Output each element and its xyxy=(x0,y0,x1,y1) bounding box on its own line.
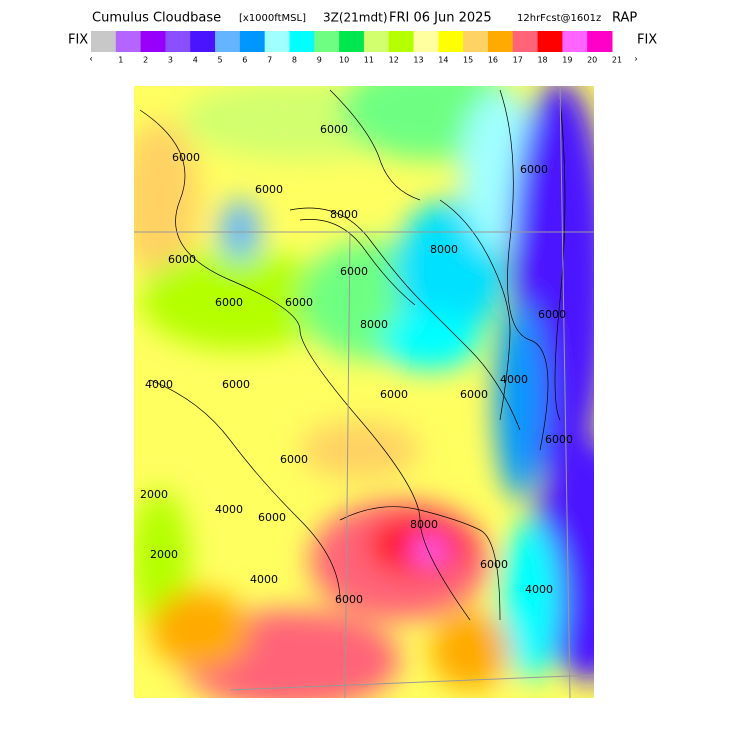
contour-label: 6000 xyxy=(545,433,573,446)
end-arrow: › xyxy=(634,55,638,65)
colorbar-tick: 20 xyxy=(587,56,597,65)
color-swatch xyxy=(314,31,340,52)
color-swatch xyxy=(264,31,290,52)
map: 6000 6000 6000 6000 8000 6000 8000 6000 … xyxy=(134,86,594,698)
fix-right: FIX xyxy=(637,33,657,48)
colorbar-tick: 14 xyxy=(438,56,448,65)
colorbar-tick: 18 xyxy=(537,56,547,65)
header: Cumulus Cloudbase [x1000ftMSL] 3Z(21mdt)… xyxy=(92,11,637,26)
colorbar-tick: 7 xyxy=(267,56,272,65)
valid-time: 3Z(21mdt) xyxy=(323,11,388,25)
colorbar-tick: 2 xyxy=(143,56,148,65)
fix-left: FIX xyxy=(68,33,88,48)
colorbar-tick: 4 xyxy=(193,56,198,65)
colorbar-tick: 3 xyxy=(168,56,173,65)
colorbar-tick: 13 xyxy=(413,56,423,65)
color-swatch xyxy=(537,31,563,52)
color-swatch xyxy=(463,31,489,52)
contour-label: 6000 xyxy=(380,388,408,401)
colorbar-tick: 8 xyxy=(292,56,297,65)
title: Cumulus Cloudbase xyxy=(92,11,221,26)
color-swatch xyxy=(438,31,464,52)
contour-labels: 6000 6000 6000 6000 8000 6000 8000 6000 … xyxy=(140,123,573,606)
color-swatch xyxy=(487,31,514,52)
colorbar-tick: 9 xyxy=(317,56,322,65)
colorbar-tick: 11 xyxy=(364,56,374,65)
color-swatch xyxy=(388,31,415,52)
colorbar-tick: 10 xyxy=(339,56,349,65)
contour-label: 2000 xyxy=(150,548,178,561)
color-swatch xyxy=(289,31,315,52)
color-swatch xyxy=(562,31,588,52)
contour-label: 6000 xyxy=(340,265,368,278)
contour-label: 8000 xyxy=(330,208,358,221)
model: RAP xyxy=(612,11,637,26)
color-swatch xyxy=(363,31,390,52)
contour-label: 8000 xyxy=(410,518,438,531)
contour-label: 6000 xyxy=(335,593,363,606)
color-swatch xyxy=(215,31,241,52)
contour-label: 4000 xyxy=(145,378,173,391)
color-swatch xyxy=(239,31,266,52)
colorbar-tick: 12 xyxy=(389,56,399,65)
color-swatch xyxy=(190,31,216,52)
color-swatch xyxy=(91,31,117,52)
contour-label: 2000 xyxy=(140,488,168,501)
contour-label: 4000 xyxy=(215,503,243,516)
units: [x1000ftMSL] xyxy=(239,13,306,24)
colorbar-tick: 15 xyxy=(463,56,473,65)
date: FRI 06 Jun 2025 xyxy=(389,11,492,26)
colorbar-tick: 21 xyxy=(612,56,622,65)
colorbar-tick: 5 xyxy=(218,56,223,65)
start-arrow: ‹ xyxy=(89,55,93,65)
color-swatch xyxy=(115,31,142,52)
colorbar: ‹ ›1 2 3 4 5 6 7 8 9 10 11 12 13 14 15 16 17 18 19 20 21 xyxy=(89,31,638,65)
contour-label: 6000 xyxy=(538,308,566,321)
color-swatch xyxy=(339,31,365,52)
contour-label: 6000 xyxy=(460,388,488,401)
contour-label: 6000 xyxy=(168,253,196,266)
contour-label: 6000 xyxy=(285,296,313,309)
colorbar-tick: 19 xyxy=(562,56,572,65)
contour-label: 8000 xyxy=(430,243,458,256)
contour-label: 4000 xyxy=(525,583,553,596)
color-swatch xyxy=(413,31,439,52)
color-swatch xyxy=(140,31,166,52)
contour-label: 6000 xyxy=(520,163,548,176)
forecast: 12hrFcst@1601z xyxy=(517,13,601,24)
contour-label: 6000 xyxy=(222,378,250,391)
contour-label: 6000 xyxy=(258,511,286,524)
contour-label: 6000 xyxy=(280,453,308,466)
color-swatch xyxy=(165,31,191,52)
contour-label: 6000 xyxy=(480,558,508,571)
contour-label: 6000 xyxy=(215,296,243,309)
contour-label: 4000 xyxy=(250,573,278,586)
contour-label: 8000 xyxy=(360,318,388,331)
colorbar-tick: 17 xyxy=(513,56,523,65)
colorbar-tick: 16 xyxy=(488,56,498,65)
color-swatch xyxy=(587,31,613,52)
color-swatch xyxy=(512,31,539,52)
colorbar-tick: 1 xyxy=(118,56,123,65)
contour-label: 6000 xyxy=(255,183,283,196)
contour-label: 6000 xyxy=(172,151,200,164)
contour-label: 6000 xyxy=(320,123,348,136)
colorbar-tick: 6 xyxy=(242,56,247,65)
contour-label: 4000 xyxy=(500,373,528,386)
